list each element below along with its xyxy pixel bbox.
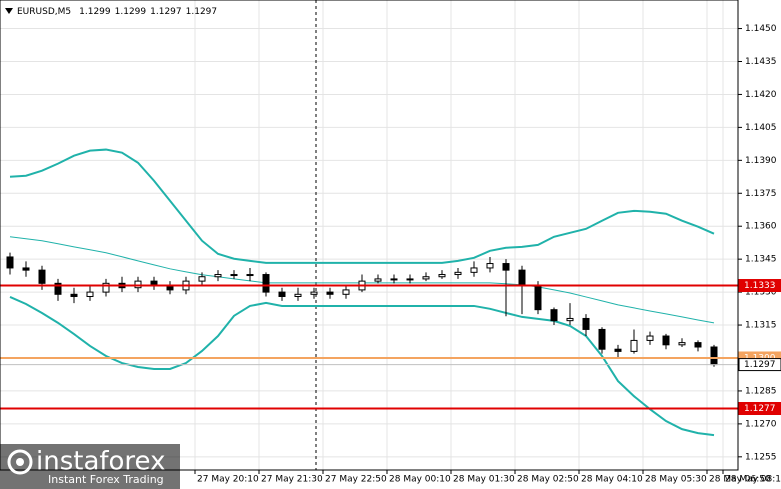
- candle-body: [518, 269, 526, 287]
- y-tick-label: 1.1270: [745, 419, 777, 429]
- candle-body: [422, 276, 430, 280]
- plot: [0, 148, 738, 437]
- candle-body: [342, 289, 350, 295]
- candle-body: [262, 274, 270, 293]
- y-tick-label: 1.1285: [745, 386, 777, 396]
- header-value: 1.1297: [186, 7, 218, 17]
- candle-body: [454, 271, 462, 276]
- level-label: 1.1297: [744, 360, 776, 370]
- candle-body: [470, 267, 478, 273]
- logo: [7, 449, 33, 475]
- y-tick-label: 1.1405: [745, 123, 777, 133]
- candle-body: [534, 285, 542, 311]
- logo-dot: [16, 458, 24, 466]
- x-tick-label: 28 May 02:50: [517, 475, 579, 485]
- candle-body: [38, 269, 46, 284]
- candle-body: [6, 256, 14, 269]
- x-tick-label: 28 May 01:30: [453, 475, 515, 485]
- y-tick-label: 1.1450: [745, 24, 777, 34]
- candle-body: [630, 339, 638, 352]
- header-value: 1.1299: [115, 7, 147, 17]
- level-label-box: [738, 402, 781, 416]
- y-tick-label: 1.1345: [745, 255, 777, 265]
- candle-body: [646, 335, 654, 341]
- y-tick-label: 1.1255: [745, 452, 777, 462]
- candle-body: [662, 335, 670, 346]
- candle-body: [230, 274, 238, 277]
- header-value: 1.1299: [79, 7, 111, 17]
- x-tick-label: 27 May 20:10: [197, 475, 259, 485]
- x-tick-label: 28 May 04:10: [581, 475, 643, 485]
- x-tick-label: 27 May 21:30: [261, 475, 323, 485]
- header-text: EURUSD,M5 1.1299 1.1299 1.1297 1.1297: [17, 7, 217, 17]
- candle-body: [22, 267, 30, 271]
- level-label: 1.1277: [744, 404, 776, 414]
- level-label: 1.1333: [744, 281, 776, 291]
- candle-body: [70, 293, 78, 297]
- tagline: Instant Forex Trading: [48, 473, 164, 486]
- candle-body: [678, 342, 686, 346]
- symbol: EURUSD,M5: [17, 7, 71, 17]
- candle-body: [246, 274, 254, 277]
- y-tick-label: 1.1315: [745, 321, 777, 331]
- y-tick-label: 1.1360: [745, 222, 777, 232]
- candle-body: [582, 317, 590, 330]
- level-label-box: [738, 358, 781, 372]
- candle-body: [502, 263, 510, 271]
- menu-icon: [5, 8, 13, 14]
- x-tick-label: 28 May 06:50: [709, 475, 771, 485]
- header: EURUSD,M5 1.1299 1.1299 1.1297 1.1297: [5, 7, 217, 17]
- candle-body: [198, 276, 206, 282]
- x-tick-label: 28 May 00:10: [389, 475, 451, 485]
- candle-body: [374, 278, 382, 282]
- brand: instaforex: [36, 447, 165, 477]
- plot-frame: [0, 0, 739, 471]
- candle-body: [326, 291, 334, 295]
- candle-body: [550, 309, 558, 322]
- band-upper: [9, 148, 715, 264]
- candle-body: [390, 278, 398, 281]
- candle-body: [614, 348, 622, 352]
- candle-body: [694, 342, 702, 348]
- header-value: 1.1297: [150, 7, 182, 17]
- candle-body: [438, 274, 446, 278]
- candle-body: [86, 291, 94, 297]
- x-tick-label: 27 May 22:50: [325, 475, 387, 485]
- candle-body: [54, 282, 62, 295]
- candle-body: [598, 328, 606, 350]
- candle-body: [294, 293, 302, 297]
- watermark: instaforex Instant Forex Trading: [0, 444, 180, 489]
- y-tick-label: 1.1420: [745, 90, 777, 100]
- level-label-box: [738, 279, 781, 293]
- y-tick-label: 1.1390: [745, 156, 777, 166]
- candle-body: [486, 263, 494, 269]
- candle-body: [214, 274, 222, 278]
- candle-body: [310, 291, 318, 295]
- y-tick-label: 1.1330: [745, 288, 777, 298]
- candle-body: [710, 346, 718, 366]
- x-tick-label: 28 May 08:10: [725, 475, 781, 485]
- candle-body: [134, 280, 142, 289]
- candle-body: [102, 282, 110, 293]
- candle-body: [278, 291, 286, 297]
- y-tick-label: 1.1435: [745, 57, 777, 67]
- candle-body: [566, 317, 574, 322]
- candle-body: [406, 278, 414, 281]
- axis: 1.1450 1.1435 1.1420 1.1405 1.1390 1.1375 1.13…: [194, 24, 781, 485]
- x-tick-label: 28 May 05:30: [645, 475, 707, 485]
- y-tick-label: 1.1375: [745, 189, 777, 199]
